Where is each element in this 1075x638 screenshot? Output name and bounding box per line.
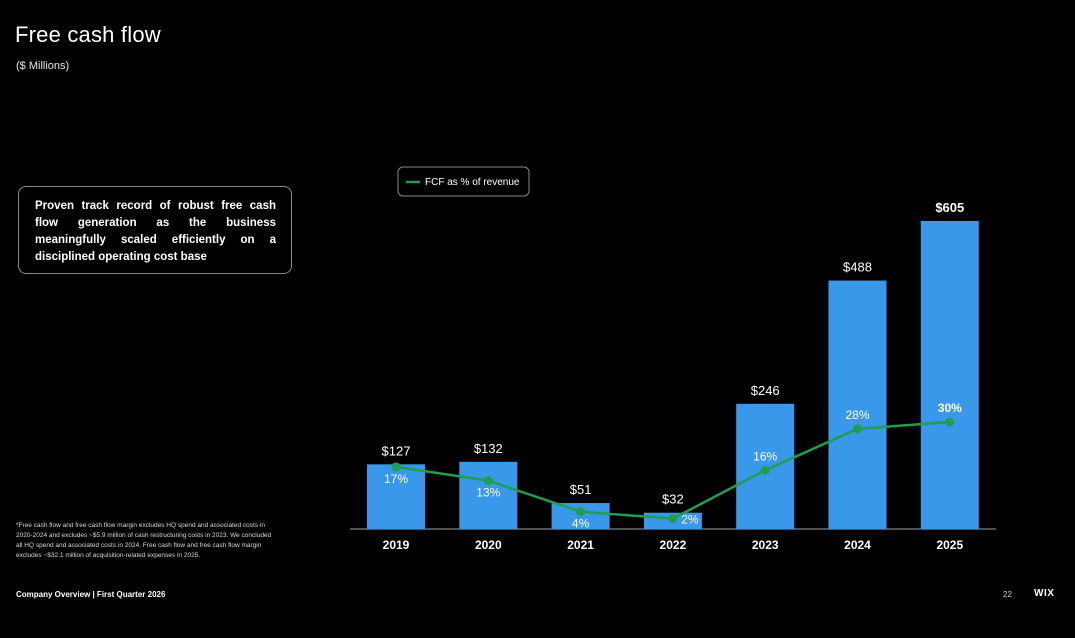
labels-layer: $127 2019 $132 2020 $51 2021 $32 2022 $246 2023 $4…: [382, 200, 965, 552]
pct-label-2024: 28%: [845, 408, 869, 422]
x-tick-label-2021: 2021: [567, 538, 594, 552]
x-tick-label-2019: 2019: [383, 538, 410, 552]
bar-value-label-2020: $132: [474, 441, 503, 456]
pct-label-2021: 4%: [572, 517, 590, 531]
x-tick-label-2023: 2023: [752, 538, 779, 552]
bar-2019: [367, 464, 425, 529]
legend-label: FCF as % of revenue: [425, 177, 520, 188]
fcf-point-2023: [760, 465, 770, 475]
bar-2024: [828, 280, 887, 529]
bar-2025: [920, 221, 979, 529]
bar-2020: [459, 461, 518, 529]
fcf-point-2022: [668, 514, 678, 524]
callout-box: Proven track record of robust free cash …: [18, 186, 292, 274]
x-tick-label-2025: 2025: [936, 538, 963, 552]
bars-layer: [367, 221, 979, 529]
page-title: Free cash flow: [15, 22, 161, 47]
wix-logo: WIX: [1034, 588, 1055, 599]
line-layer: [391, 417, 955, 524]
footer-text: Company Overview | First Quarter 2026: [16, 590, 166, 599]
callout-text: Proven track record of robust free cash …: [35, 200, 276, 263]
bar-value-label-2024: $488: [843, 260, 872, 275]
x-tick-label-2024: 2024: [844, 538, 871, 552]
bar-value-label-2025: $605: [935, 200, 964, 215]
x-tick-label-2022: 2022: [660, 538, 687, 552]
page-subtitle: ($ Millions): [16, 60, 70, 72]
bar-value-label-2022: $32: [662, 492, 684, 507]
x-tick-label-2020: 2020: [475, 538, 502, 552]
pct-label-2022: 2%: [681, 513, 699, 527]
fcf-point-2024: [853, 424, 862, 434]
bar-value-label-2023: $246: [751, 383, 780, 398]
pct-label-2025: 30%: [938, 401, 962, 415]
fcf-point-2019: [391, 462, 401, 472]
bar-value-label-2019: $127: [382, 443, 411, 458]
fcf-point-2020: [483, 476, 493, 486]
legend-box: [397, 166, 530, 197]
page-number: 22: [1003, 590, 1012, 599]
pct-label-2020: 13%: [476, 486, 500, 500]
pct-label-2023: 16%: [753, 449, 777, 463]
fcf-point-2021: [576, 507, 586, 517]
bar-value-label-2021: $51: [570, 482, 592, 497]
fcf-point-2025: [945, 417, 955, 427]
footnote: *Free cash flow and free cash flow margi…: [16, 522, 272, 559]
chart-legend: FCF as % of revenue: [397, 166, 530, 197]
pct-label-2019: 17%: [384, 472, 408, 486]
